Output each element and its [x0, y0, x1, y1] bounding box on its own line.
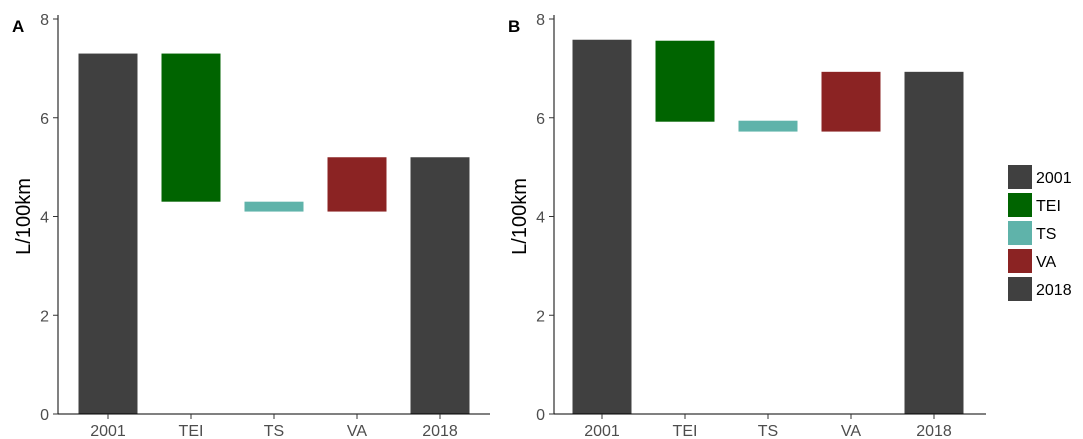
y-tick-label: 8: [40, 12, 49, 29]
legend-label-va: VA: [1036, 254, 1056, 271]
x-tick-label: 2001: [584, 423, 620, 439]
x-tick-label: 2018: [422, 423, 458, 439]
legend-swatch-2018: [1008, 277, 1032, 301]
legend-label-2001: 2001: [1036, 170, 1072, 187]
y-tick-label: 6: [536, 111, 545, 128]
y-axis-label: L/100km: [509, 178, 531, 255]
y-tick-label: 2: [40, 308, 49, 325]
bar-va: [821, 71, 881, 132]
legend-label-2018: 2018: [1036, 282, 1072, 299]
y-tick-label: 2: [536, 308, 545, 325]
legend-swatch-2001: [1008, 165, 1032, 189]
x-tick-label: VA: [347, 423, 367, 439]
bar-ts: [738, 120, 798, 132]
x-tick-label: TEI: [179, 423, 204, 439]
x-tick-label: 2001: [90, 423, 126, 439]
y-tick-label: 8: [536, 12, 545, 29]
legend-label-tei: TEI: [1036, 198, 1061, 215]
x-tick-label: TS: [264, 423, 284, 439]
y-tick-label: 0: [40, 407, 49, 424]
y-axis-label: L/100km: [13, 178, 35, 255]
bar-ts: [244, 201, 304, 212]
panel-label: B: [508, 17, 520, 36]
bar-tei: [161, 53, 221, 202]
y-tick-label: 6: [40, 111, 49, 128]
x-tick-label: TEI: [673, 423, 698, 439]
panel-a: 0 2 4 6 8 2001 TEI TS VA 2018 L/100km A: [12, 12, 490, 439]
panel-b: 0 2 4 6 8 2001 TEI TS VA 2018 L/100km B: [508, 12, 986, 439]
x-tick-label: 2018: [916, 423, 952, 439]
y-tick-label: 0: [536, 407, 545, 424]
y-tick-label: 4: [536, 210, 545, 227]
legend-swatch-ts: [1008, 221, 1032, 245]
legend-label-ts: TS: [1036, 226, 1056, 243]
x-tick-label: TS: [758, 423, 778, 439]
bar-2001: [572, 39, 632, 415]
bar-2001: [78, 53, 138, 414]
bar-2018: [410, 157, 470, 414]
bar-va: [327, 157, 387, 212]
y-tick-label: 4: [40, 210, 49, 227]
x-tick-label: VA: [841, 423, 861, 439]
legend: 2001 TEI TS VA 2018: [1008, 165, 1072, 301]
bar-tei: [655, 40, 715, 122]
panel-label: A: [12, 17, 24, 36]
legend-swatch-tei: [1008, 193, 1032, 217]
legend-swatch-va: [1008, 249, 1032, 273]
bar-2018: [904, 71, 964, 415]
